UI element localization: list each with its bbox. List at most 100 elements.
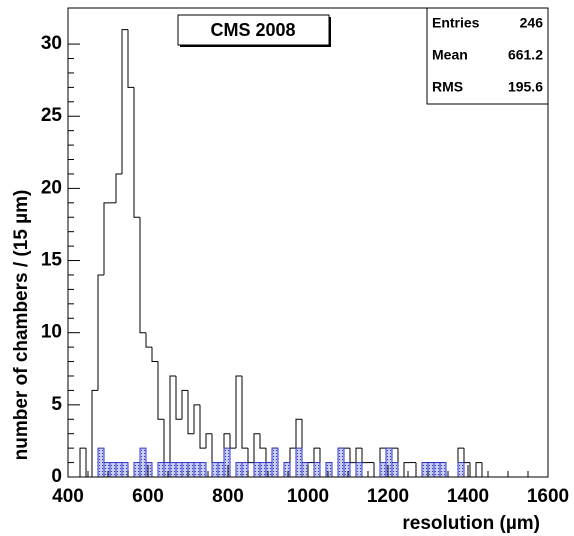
bar-outline <box>403 462 410 477</box>
stat-label: Mean <box>432 47 468 63</box>
bar <box>163 462 171 478</box>
bar-outline <box>259 433 266 449</box>
bar <box>457 462 465 478</box>
stat-value: 661.2 <box>508 47 543 63</box>
bar-outline <box>253 433 260 463</box>
bar <box>139 447 147 478</box>
bar <box>217 462 225 478</box>
y-tick-label: 25 <box>41 105 63 126</box>
bar <box>169 462 177 478</box>
bar <box>325 462 333 478</box>
bar-outline <box>133 87 140 218</box>
chart-title: CMS 2008 <box>210 20 295 40</box>
bar-outline <box>247 448 254 464</box>
y-tick-label: 5 <box>51 394 62 415</box>
bar-outline <box>169 375 176 463</box>
bar-outline <box>265 448 272 464</box>
bar <box>145 462 153 478</box>
bar <box>193 462 201 478</box>
bar-outline <box>181 389 188 420</box>
bar-outline <box>127 29 134 88</box>
title-box <box>177 14 330 46</box>
bar <box>121 462 129 478</box>
bar-outline <box>475 462 482 477</box>
bar-outline <box>229 433 236 449</box>
bar <box>355 462 363 478</box>
x-tick-label: 1600 <box>527 486 569 507</box>
bar <box>433 462 441 478</box>
bar <box>133 462 141 478</box>
y-tick-label: 10 <box>41 322 62 343</box>
stat-label: Entries <box>432 15 480 31</box>
y-axis-label: number of chambers / (15 µm) <box>11 190 32 461</box>
bar <box>103 462 111 478</box>
bar-outline <box>301 419 308 464</box>
x-axis-label: resolution (µm) <box>402 513 540 534</box>
bar-outline <box>445 462 452 478</box>
bar-outline <box>157 361 164 420</box>
bar <box>295 447 303 478</box>
bar <box>265 462 273 478</box>
bar <box>313 462 321 478</box>
bar <box>391 462 399 478</box>
stat-value: 246 <box>520 15 544 31</box>
bar-outline <box>235 375 242 449</box>
bar <box>343 462 351 478</box>
bar-outline <box>205 433 212 449</box>
bar-outline <box>103 202 110 275</box>
bar-outline <box>139 217 146 334</box>
bar-outline <box>145 332 152 348</box>
bar-outline <box>277 448 284 478</box>
bar <box>109 462 117 478</box>
bar-outline <box>175 375 182 420</box>
x-tick-label: 600 <box>132 486 164 507</box>
x-tick-label: 1000 <box>287 486 329 507</box>
stats-box <box>426 7 549 105</box>
bar <box>199 462 207 478</box>
bar-outline <box>163 419 170 464</box>
bar <box>421 462 429 478</box>
bar <box>187 462 195 478</box>
bar-outline <box>349 448 356 464</box>
bar-outline <box>193 404 200 434</box>
bar-outline <box>355 447 362 463</box>
bar-outline <box>79 447 86 477</box>
y-tick-label: 20 <box>41 177 62 198</box>
bar <box>241 462 249 478</box>
bar-outline <box>397 448 404 478</box>
bar <box>235 462 243 478</box>
bar-outline <box>85 448 92 478</box>
stat-value: 195.6 <box>508 79 543 95</box>
bar <box>283 462 291 478</box>
x-tick-label: 800 <box>212 486 244 507</box>
bar <box>181 462 189 478</box>
bar-outline <box>121 29 128 174</box>
bar <box>301 462 309 478</box>
y-tick-label: 15 <box>41 250 63 271</box>
bar <box>337 447 345 478</box>
bar-outline <box>289 447 296 463</box>
stat-label: RMS <box>432 79 463 95</box>
y-tick-label: 0 <box>51 466 62 487</box>
bar-outline <box>199 404 206 449</box>
bar <box>115 462 123 478</box>
bar-outline <box>97 274 104 391</box>
bar-outline <box>187 390 194 435</box>
bar <box>379 462 387 478</box>
x-tick-label: 400 <box>52 486 84 507</box>
bar <box>385 447 393 478</box>
bar-outline <box>331 462 338 478</box>
bar-outline <box>373 462 380 478</box>
bar-outline <box>469 462 476 478</box>
bar <box>439 462 447 478</box>
bar-outline <box>115 173 122 203</box>
bar-outline <box>295 418 302 449</box>
bar-outline <box>361 448 368 464</box>
x-tick-label: 1200 <box>367 486 409 507</box>
bar <box>271 447 279 478</box>
bar <box>253 462 261 478</box>
bar-outline <box>463 448 470 464</box>
bar-outline <box>415 462 422 478</box>
bar <box>97 447 105 478</box>
